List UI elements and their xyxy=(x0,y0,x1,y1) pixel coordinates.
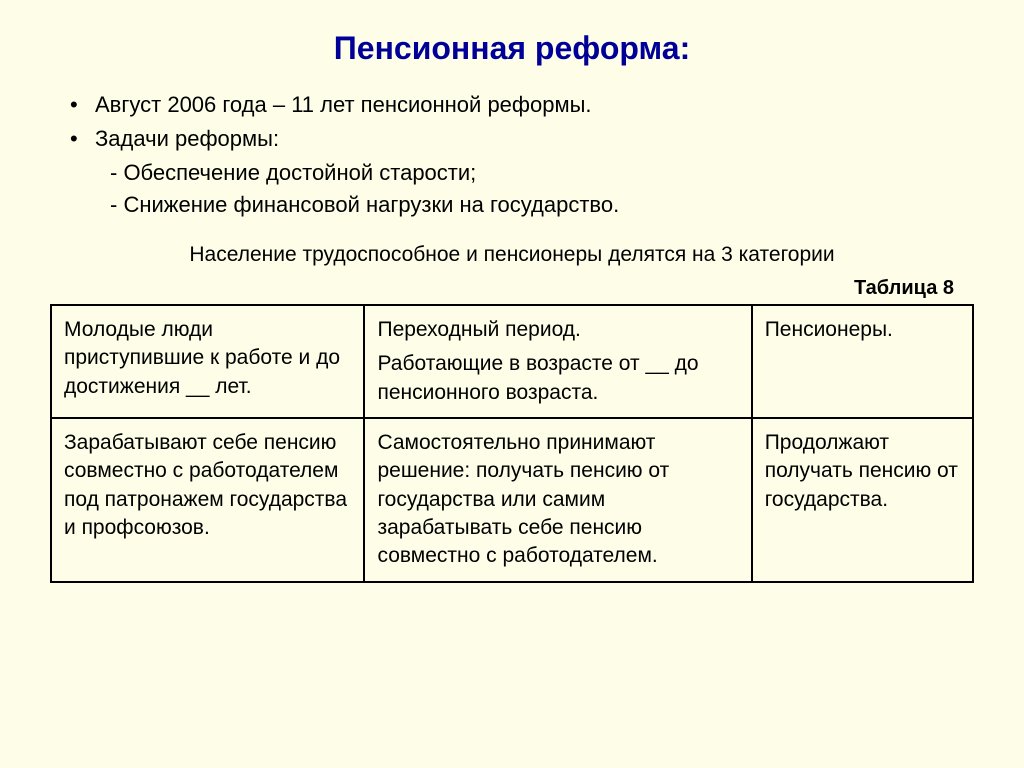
table-cell: Молодые люди приступившие к работе и до … xyxy=(51,305,364,418)
bullet-item-2: Задачи реформы: xyxy=(70,126,974,152)
table-cell: Самостоятельно принимают решение: получа… xyxy=(364,418,751,582)
table-cell: Зарабатывают себе пенсию совместно с раб… xyxy=(51,418,364,582)
categories-table: Молодые люди приступившие к работе и до … xyxy=(50,304,974,583)
sub-item-1: - Обеспечение достойной старости; xyxy=(50,160,974,186)
cell-line: Переходный период. xyxy=(377,316,738,344)
table-label: Таблица 8 xyxy=(50,277,974,300)
table-row: Зарабатывают себе пенсию совместно с раб… xyxy=(51,418,973,582)
table-cell: Переходный период. Работающие в возрасте… xyxy=(364,305,751,418)
table-cell: Пенсионеры. xyxy=(752,305,973,418)
sub-item-2: - Снижение финансовой нагрузки на госуда… xyxy=(50,192,974,218)
table-cell: Продолжают получать пенсию от государств… xyxy=(752,418,973,582)
table-row: Молодые люди приступившие к работе и до … xyxy=(51,305,973,418)
slide-title: Пенсионная реформа: xyxy=(50,30,974,67)
table-intro: Население трудоспособное и пенсионеры де… xyxy=(50,243,974,267)
cell-line: Работающие в возрасте от __ до пенсионно… xyxy=(377,350,738,407)
bullet-list: Август 2006 года – 11 лет пенсионной реф… xyxy=(50,92,974,152)
bullet-item-1: Август 2006 года – 11 лет пенсионной реф… xyxy=(70,92,974,118)
